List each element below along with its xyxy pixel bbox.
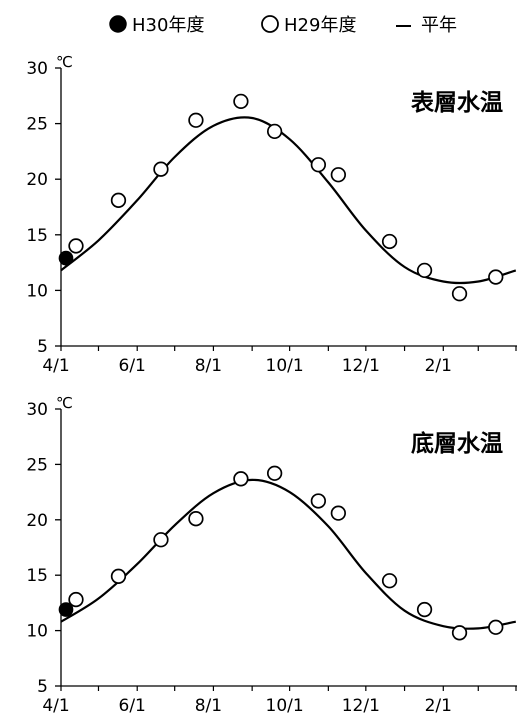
y-tick-label: 5 xyxy=(37,337,48,357)
y-tick-label: 30 xyxy=(26,400,48,420)
legend-marker-h30 xyxy=(110,16,126,32)
x-tick-label: 10/1 xyxy=(266,696,304,716)
point-h29 xyxy=(234,472,248,486)
point-h29 xyxy=(268,125,282,139)
point-h29 xyxy=(154,162,168,176)
legend: H30年度 H29年度 平年 xyxy=(110,15,457,36)
x-tick-label: 2/1 xyxy=(425,356,452,376)
point-h29 xyxy=(189,512,203,526)
x-tick-label: 12/1 xyxy=(342,696,380,716)
y-tick-label: 10 xyxy=(26,622,48,642)
chart-panel-1: 5 10 15 20 25 30 4/1 6/1 8/1 10/1 12/1 2/1 ℃ 表層水温 xyxy=(26,53,517,376)
point-h29 xyxy=(154,533,168,547)
y-tick-label: 20 xyxy=(26,511,48,531)
point-h29 xyxy=(69,593,83,607)
y-unit-label: ℃ xyxy=(56,394,73,412)
y-tick-label: 15 xyxy=(26,226,48,246)
y-tick-label: 20 xyxy=(26,170,48,190)
x-tick-label: 4/1 xyxy=(42,696,69,716)
x-tick-label: 10/1 xyxy=(266,356,304,376)
point-h29 xyxy=(69,239,83,253)
point-h29 xyxy=(489,270,503,284)
point-h29 xyxy=(383,574,397,588)
point-h29 xyxy=(312,158,326,172)
x-tick-label: 4/1 xyxy=(42,356,69,376)
point-h29 xyxy=(418,603,432,617)
x-tick-label: 2/1 xyxy=(425,696,452,716)
normal-year-line xyxy=(61,480,516,629)
point-h29 xyxy=(453,287,467,301)
y-tick-label: 5 xyxy=(37,677,48,697)
panel-title: 底層水温 xyxy=(411,430,503,457)
y-tick-label: 30 xyxy=(26,59,48,79)
x-tick-label: 8/1 xyxy=(195,356,222,376)
point-h29 xyxy=(332,168,346,182)
y-tick-label: 10 xyxy=(26,281,48,301)
point-h29 xyxy=(489,620,503,634)
x-tick-label: 12/1 xyxy=(342,356,380,376)
normal-year-line xyxy=(61,117,516,283)
y-tick-label: 15 xyxy=(26,566,48,586)
chart-panel-2: 5 10 15 20 25 30 4/1 6/1 8/1 10/1 12/1 2/1 ℃ 底層水温 xyxy=(26,394,517,716)
x-tick-label: 6/1 xyxy=(119,356,146,376)
point-h29 xyxy=(383,235,397,249)
point-h29 xyxy=(234,95,248,109)
y-tick-label: 25 xyxy=(26,115,48,135)
point-h29 xyxy=(453,626,467,640)
legend-label-h29: H29年度 xyxy=(284,15,356,36)
point-h29 xyxy=(312,494,326,508)
point-h30 xyxy=(59,252,72,265)
x-tick-label: 6/1 xyxy=(119,696,146,716)
panel-title: 表層水温 xyxy=(411,90,503,116)
y-tick-label: 25 xyxy=(26,455,48,475)
point-h29 xyxy=(112,570,126,584)
point-h30 xyxy=(59,603,72,616)
point-h29 xyxy=(189,113,203,127)
point-h29 xyxy=(112,194,126,208)
legend-label-h30: H30年度 xyxy=(132,15,204,36)
point-h29 xyxy=(418,264,432,278)
point-h29 xyxy=(268,466,282,480)
legend-label-normal: 平年 xyxy=(421,15,457,36)
point-h29 xyxy=(332,506,346,520)
legend-marker-h29 xyxy=(262,16,278,32)
y-unit-label: ℃ xyxy=(56,53,73,71)
x-tick-label: 8/1 xyxy=(195,696,222,716)
